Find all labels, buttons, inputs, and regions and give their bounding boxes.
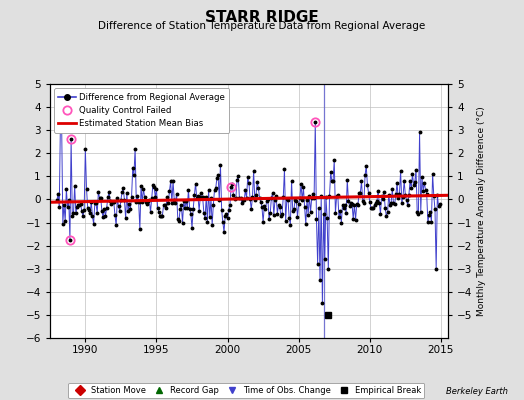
Y-axis label: Monthly Temperature Anomaly Difference (°C): Monthly Temperature Anomaly Difference (… <box>477 106 486 316</box>
Text: STARR RIDGE: STARR RIDGE <box>205 10 319 25</box>
Legend: Difference from Regional Average, Quality Control Failed, Estimated Station Mean: Difference from Regional Average, Qualit… <box>54 88 229 132</box>
Legend: Station Move, Record Gap, Time of Obs. Change, Empirical Break: Station Move, Record Gap, Time of Obs. C… <box>68 383 424 398</box>
Text: Difference of Station Temperature Data from Regional Average: Difference of Station Temperature Data f… <box>99 21 425 31</box>
Text: Berkeley Earth: Berkeley Earth <box>446 387 508 396</box>
